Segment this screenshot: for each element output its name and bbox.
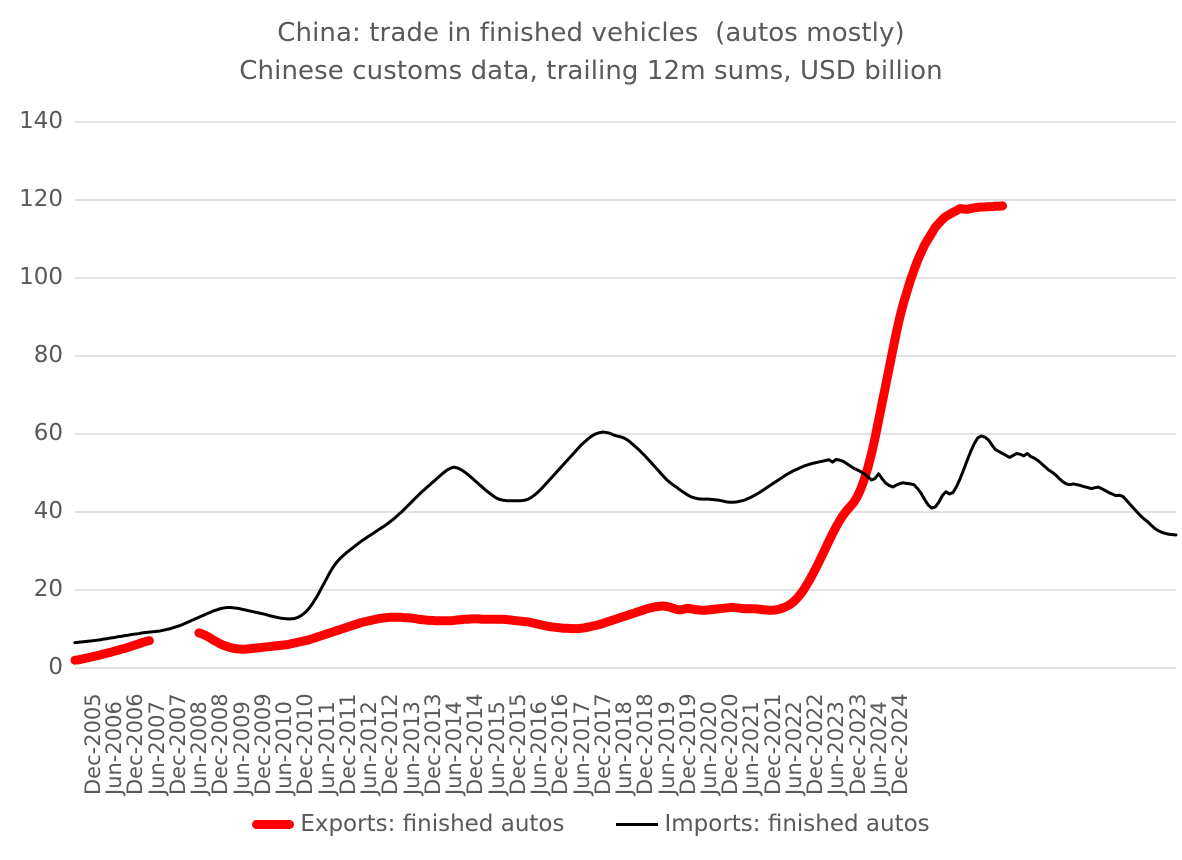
legend-label-exports: Exports: finished autos — [300, 811, 565, 837]
series-lines-group — [70, 201, 1178, 665]
x-axis-tick-label: Dec-2014 — [463, 693, 488, 795]
x-axis-tick-label: Jun-2010 — [272, 701, 297, 795]
x-axis-tick-label: Dec-2021 — [760, 693, 785, 795]
x-axis-tick-label: Dec-2006 — [123, 693, 148, 795]
y-axis-tick-label: 20 — [33, 576, 63, 602]
x-axis-tick-label: Dec-2007 — [165, 693, 190, 795]
x-axis-tick-label: Dec-2012 — [378, 693, 403, 795]
chart-legend: Exports: finished autos Imports: finishe… — [0, 812, 1182, 837]
x-axis-tick-label: Jun-2012 — [357, 701, 382, 795]
x-axis-tick-label: Dec-2018 — [633, 693, 658, 795]
y-axis-tick-label: 0 — [48, 654, 63, 680]
x-axis-tick-label: Jun-2013 — [399, 701, 424, 795]
legend-swatch-imports-icon — [616, 823, 659, 826]
x-axis-tick-label: Dec-2015 — [505, 693, 530, 795]
x-axis-tick-label: Jun-2020 — [696, 701, 721, 795]
x-axis-tick-label: Jun-2023 — [824, 701, 849, 795]
x-axis-tick-label: Jun-2022 — [781, 701, 806, 795]
legend-swatch-exports-icon — [252, 820, 295, 829]
x-axis-tick-label: Dec-2010 — [293, 693, 318, 795]
x-axis-tick-label: Jun-2019 — [654, 701, 679, 795]
x-axis-tick-label: Jun-2017 — [569, 701, 594, 795]
y-axis-tick-label: 80 — [33, 342, 63, 368]
x-axis-tick-label: Jun-2016 — [527, 701, 552, 795]
legend-label-imports: Imports: finished autos — [664, 811, 930, 837]
y-axis-tick-label: 120 — [19, 186, 63, 212]
x-axis-tick-label: Jun-2009 — [229, 701, 254, 795]
series-line-exports — [194, 201, 1008, 654]
series-line-exports — [70, 636, 154, 665]
legend-entry-imports[interactable]: Imports: finished autos — [616, 811, 930, 837]
x-axis-tick-label: Dec-2016 — [548, 693, 573, 795]
y-axis-tick-label: 40 — [33, 498, 63, 524]
x-axis-tick-label: Dec-2019 — [675, 693, 700, 795]
x-axis-tick-label: Dec-2008 — [208, 693, 233, 795]
x-axis-tick-label: Dec-2013 — [420, 693, 445, 795]
y-axis-tick-label: 60 — [33, 420, 63, 446]
x-axis-tick-label: Dec-2023 — [845, 693, 870, 795]
x-axis-tick-label: Jun-2007 — [144, 701, 169, 795]
x-axis-tick-label: Dec-2024 — [888, 693, 913, 795]
x-axis-tick-label: Dec-2005 — [81, 693, 105, 795]
x-axis-tick-label: Jun-2024 — [866, 701, 891, 795]
x-axis-tick-label: Dec-2011 — [335, 693, 360, 795]
x-axis-tick-label: Jun-2011 — [314, 701, 339, 795]
legend-entry-exports[interactable]: Exports: finished autos — [252, 812, 564, 837]
x-axis-tick-label: Dec-2009 — [250, 693, 275, 795]
x-axis-tick-label: Jun-2015 — [484, 701, 509, 795]
y-axis-tick-label: 140 — [19, 108, 63, 134]
x-axis-tick-label: Jun-2018 — [612, 701, 637, 795]
series-line-imports — [73, 430, 1178, 645]
x-axis-tick-label: Jun-2014 — [442, 701, 467, 795]
y-axis-tick-label: 100 — [19, 264, 63, 290]
x-axis-tick-label: Jun-2021 — [739, 701, 764, 795]
x-axis-tick-label: Dec-2017 — [590, 693, 615, 795]
gridlines-group — [75, 121, 1176, 669]
